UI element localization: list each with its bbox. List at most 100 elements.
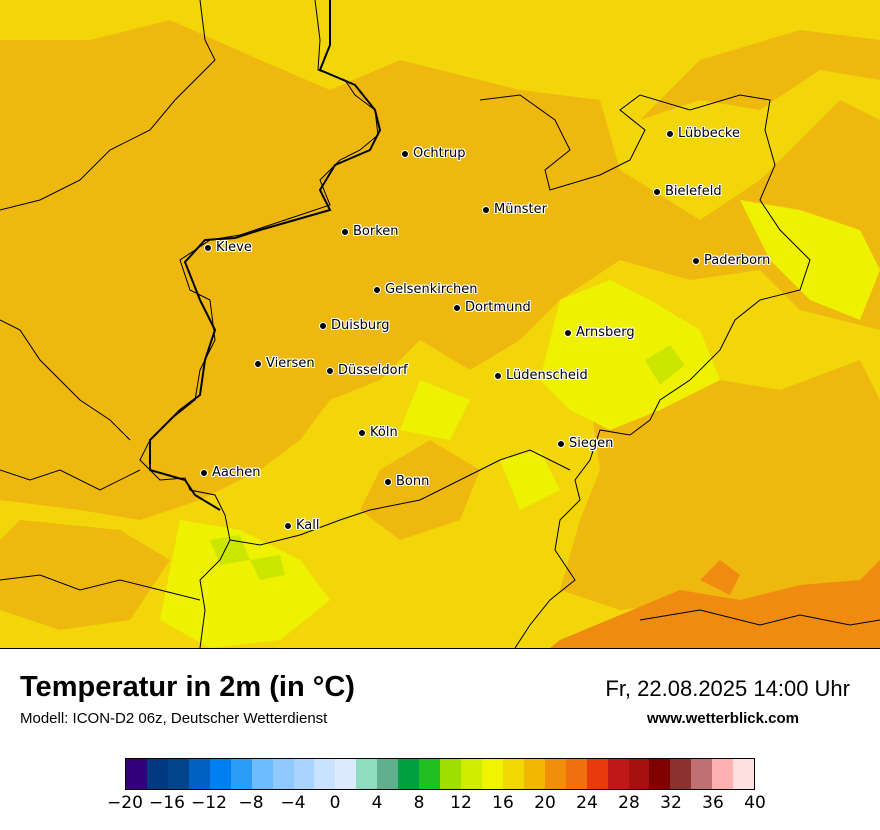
colorbar-swatch xyxy=(126,759,147,789)
colorbar-tick-label: 40 xyxy=(744,793,766,813)
colorbar-tick-label: 32 xyxy=(660,793,682,813)
colorbar-swatch xyxy=(188,759,210,789)
colorbar-tick-label: 8 xyxy=(413,793,425,813)
city-marker-kall: Kall xyxy=(284,518,320,533)
colorbar-swatch xyxy=(607,759,629,789)
city-label: Köln xyxy=(370,425,398,440)
city-label: Bielefeld xyxy=(665,184,722,199)
colorbar-swatch xyxy=(502,759,524,789)
city-marker-paderborn: Paderborn xyxy=(692,253,770,268)
colorbar-swatch xyxy=(230,759,252,789)
map-title: Temperatur in 2m (in °C) xyxy=(20,671,355,703)
city-label: Kall xyxy=(296,518,320,533)
colorbar-swatch xyxy=(356,759,378,789)
city-dot-icon xyxy=(358,428,366,437)
colorbar-tick-label: 24 xyxy=(576,793,598,813)
temperature-colorbar xyxy=(125,758,755,790)
city-marker-arnsberg: Arnsberg xyxy=(564,325,635,340)
colorbar-swatch xyxy=(314,759,336,789)
city-marker-düsseldorf: Düsseldorf xyxy=(326,363,408,378)
colorbar-swatch xyxy=(293,759,315,789)
colorbar-swatch xyxy=(209,759,231,789)
city-marker-ochtrup: Ochtrup xyxy=(401,146,466,161)
colorbar-swatch xyxy=(419,759,441,789)
model-source: Modell: ICON-D2 06z, Deutscher Wetterdie… xyxy=(20,710,328,727)
map-canvas xyxy=(0,0,880,648)
colorbar-swatch xyxy=(251,759,273,789)
city-marker-siegen: Siegen xyxy=(557,436,613,451)
city-label: Siegen xyxy=(569,436,614,451)
city-label: Lübbecke xyxy=(678,126,740,141)
colorbar-swatch xyxy=(461,759,482,789)
colorbar-swatch xyxy=(167,759,189,789)
city-dot-icon xyxy=(373,285,381,294)
colorbar-swatch xyxy=(691,759,713,789)
city-dot-icon xyxy=(401,149,409,158)
cooler-temperature-zones xyxy=(210,345,685,580)
city-label: Ochtrup xyxy=(413,146,466,161)
city-dot-icon xyxy=(200,468,208,477)
city-label: Bonn xyxy=(396,474,430,489)
city-dot-icon xyxy=(564,328,572,337)
city-marker-bielefeld: Bielefeld xyxy=(653,184,722,199)
city-marker-münster: Münster xyxy=(482,202,547,217)
colorbar-swatch xyxy=(712,759,734,789)
city-marker-bonn: Bonn xyxy=(384,474,429,489)
colorbar-swatch xyxy=(377,759,399,789)
colorbar-tick-label: 16 xyxy=(492,793,514,813)
city-label: Lüdenscheid xyxy=(506,368,588,383)
colorbar-tick-label: −12 xyxy=(191,793,227,813)
city-marker-köln: Köln xyxy=(358,425,398,440)
city-label: Arnsberg xyxy=(576,325,635,340)
website-link[interactable]: www.wetterblick.com xyxy=(647,710,799,727)
city-marker-kleve: Kleve xyxy=(204,240,252,255)
colorbar-swatch xyxy=(335,759,357,789)
colorbar-tick-label: 20 xyxy=(534,793,556,813)
colorbar-tick-label: 12 xyxy=(450,793,472,813)
city-dot-icon xyxy=(254,359,262,368)
colorbar-swatch xyxy=(146,759,168,789)
city-dot-icon xyxy=(453,303,461,312)
colorbar-swatch xyxy=(670,759,692,789)
forecast-datetime: Fr, 22.08.2025 14:00 Uhr xyxy=(605,676,850,701)
city-dot-icon xyxy=(326,366,334,375)
colorbar-tick-label: −16 xyxy=(149,793,185,813)
city-dot-icon xyxy=(284,521,292,530)
colorbar-tick-label: 0 xyxy=(329,793,341,813)
city-label: Düsseldorf xyxy=(338,363,408,378)
colorbar-swatch xyxy=(440,759,461,789)
city-marker-aachen: Aachen xyxy=(200,465,260,480)
colorbar-swatch xyxy=(649,759,671,789)
colorbar-swatch xyxy=(586,759,608,789)
colorbar-tick-label: 4 xyxy=(371,793,383,813)
city-dot-icon xyxy=(319,321,327,330)
colorbar-ticks: −20 −16 −12 −8 −4 0 4 8 12 16 20 24 28 32 36 40 xyxy=(107,793,766,817)
city-label: Paderborn xyxy=(704,253,771,268)
colorbar-swatch xyxy=(481,759,503,789)
city-dot-icon xyxy=(653,187,661,196)
colorbar-swatch xyxy=(544,759,566,789)
city-marker-lüdenscheid: Lüdenscheid xyxy=(494,368,588,383)
colorbar-swatch xyxy=(272,759,294,789)
colorbar-swatch xyxy=(523,759,545,789)
cool-temperature-zones xyxy=(160,200,880,648)
city-dot-icon xyxy=(692,256,700,265)
city-label: Viersen xyxy=(266,356,315,371)
colorbar-tick-label: −20 xyxy=(107,793,143,813)
warm-temperature-zones xyxy=(0,20,880,630)
city-label: Gelsenkirchen xyxy=(385,282,478,297)
city-dot-icon xyxy=(494,371,502,380)
city-marker-gelsenkirchen: Gelsenkirchen xyxy=(373,282,478,297)
city-dot-icon xyxy=(341,227,349,236)
city-marker-viersen: Viersen xyxy=(254,356,315,371)
city-marker-duisburg: Duisburg xyxy=(319,318,390,333)
city-label: Münster xyxy=(494,202,547,217)
city-marker-borken: Borken xyxy=(341,224,399,239)
city-dot-icon xyxy=(384,477,392,486)
border-lines xyxy=(0,0,880,648)
city-label: Borken xyxy=(353,224,399,239)
colorbar-tick-label: −8 xyxy=(238,793,264,813)
colorbar-swatch xyxy=(733,759,755,789)
city-dot-icon xyxy=(666,129,674,138)
thick-border-lines xyxy=(149,0,382,511)
